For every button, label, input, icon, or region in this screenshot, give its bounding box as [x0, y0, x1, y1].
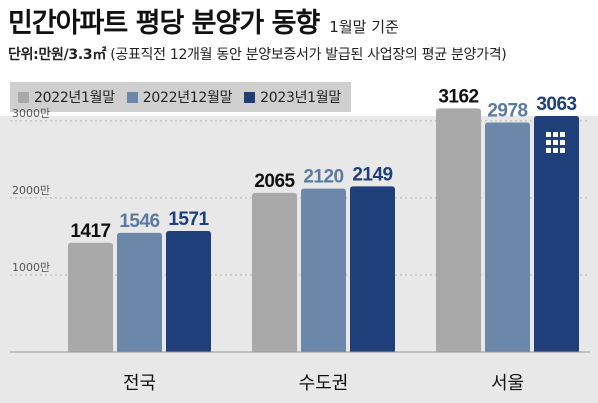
- building-window: [560, 147, 565, 153]
- data-label: 2065: [254, 171, 295, 192]
- x-tick-label: 서울: [491, 373, 524, 394]
- bar: [534, 115, 579, 352]
- legend-item: 2023년1월말: [244, 87, 341, 107]
- chart-subtitle: 단위:만원/3.3㎡ (공표직전 12개월 동안 분양보증서가 발급된 사업장의…: [8, 44, 507, 64]
- bar: [117, 232, 162, 352]
- bar: [350, 186, 395, 352]
- bar: [485, 122, 530, 352]
- building-window: [546, 147, 551, 153]
- building-window: [560, 131, 565, 137]
- legend-swatch: [244, 91, 256, 103]
- building-window: [553, 147, 558, 153]
- building-window: [553, 131, 558, 137]
- x-tick-label: 전국: [123, 373, 156, 394]
- chart-title: 민간아파트 평당 분양가 동향: [8, 8, 320, 39]
- building-window: [546, 139, 551, 145]
- legend-item: 2022년12월말: [126, 87, 233, 107]
- building-icon: [546, 131, 565, 153]
- building-window: [546, 131, 551, 137]
- bar: [252, 192, 297, 352]
- y-tick-label: 1000만: [12, 261, 50, 274]
- data-label: 1571: [168, 209, 209, 230]
- data-label: 2149: [352, 164, 392, 185]
- x-tick-label: 수도권: [299, 373, 349, 394]
- building-window: [553, 139, 558, 145]
- y-tick-label: 2000만: [12, 184, 50, 197]
- data-label: 3063: [536, 94, 576, 115]
- bar: [68, 242, 113, 352]
- data-label: 1546: [119, 211, 159, 232]
- data-label: 3162: [438, 86, 478, 107]
- legend: 2022년1월말 2022년12월말 2023년1월말: [10, 82, 351, 112]
- data-label: 1417: [70, 221, 110, 242]
- bar: [301, 188, 346, 352]
- legend-swatch: [126, 91, 138, 103]
- source-note: (공표직전 12개월 동안 분양보증서가 발급된 사업장의 평균 분양가격): [110, 47, 507, 63]
- legend-item: 2022년1월말: [18, 87, 115, 107]
- title-row: 민간아파트 평당 분양가 동향 1월말 기준: [8, 4, 399, 40]
- legend-label: 2022년1월말: [34, 90, 115, 106]
- title-note: 1월말 기준: [329, 18, 399, 36]
- legend-label: 2022년12월말: [142, 90, 233, 106]
- y-tick-label: 3000만: [12, 107, 50, 120]
- legend-swatch: [18, 91, 29, 103]
- bar: [166, 230, 211, 352]
- data-label: 2120: [303, 167, 343, 188]
- unit-label: 단위:만원/3.3㎡: [8, 47, 107, 63]
- bar: [436, 108, 481, 352]
- building-window: [560, 139, 565, 145]
- data-label: 2978: [487, 101, 527, 122]
- legend-label: 2023년1월말: [260, 90, 341, 106]
